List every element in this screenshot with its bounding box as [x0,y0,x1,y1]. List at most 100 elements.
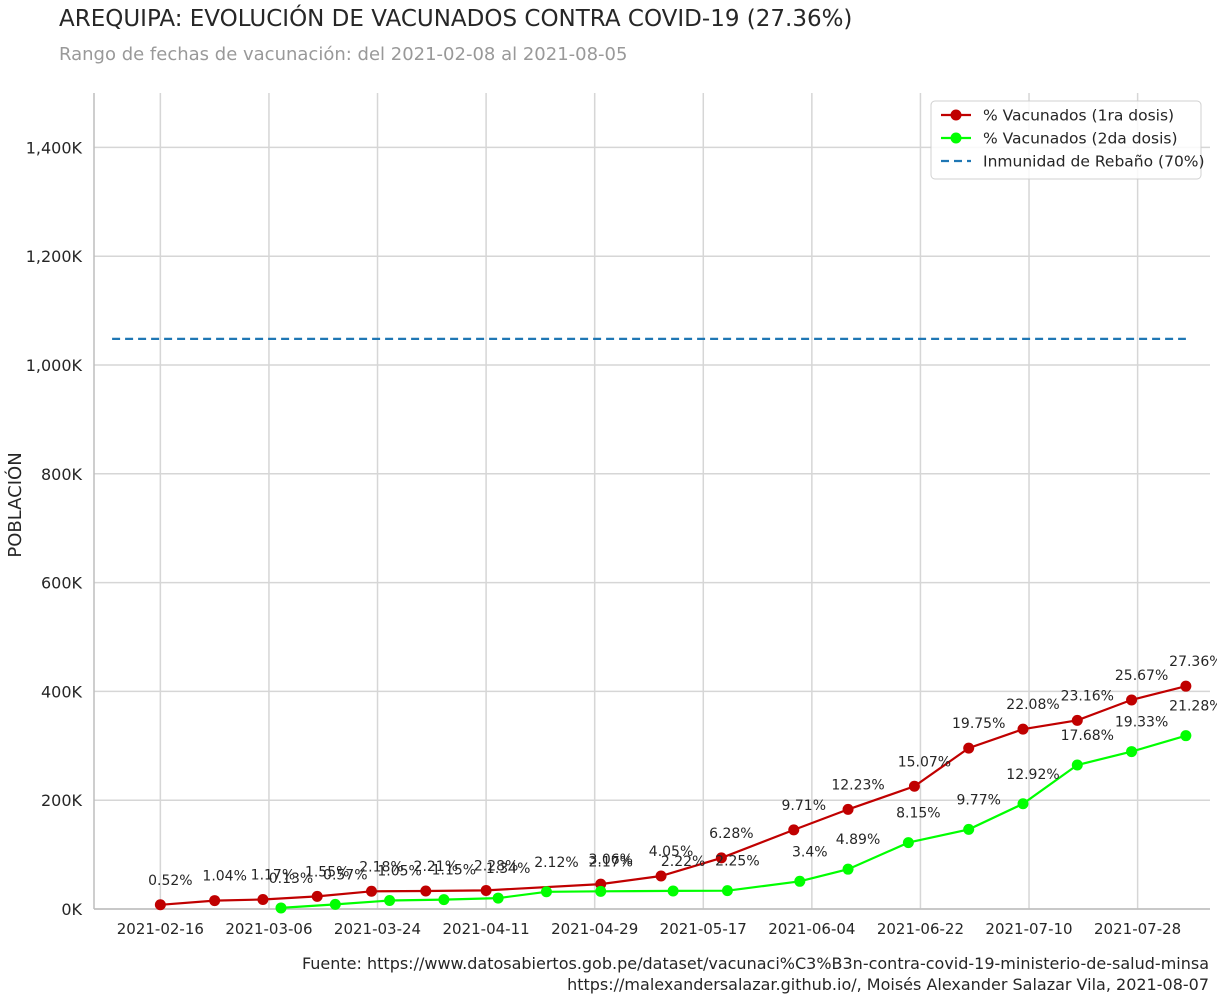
data-label: 4.89% [836,832,880,848]
data-point [329,898,341,910]
data-point [384,894,396,906]
legend-entry: % Vacunados (1ra dosis) [983,107,1174,125]
data-label: 2.25% [715,854,759,870]
x-tick-label: 2021-05-17 [660,920,747,938]
data-label: 2.21% [414,859,458,875]
data-point [311,890,323,902]
data-label: 1.55% [305,864,349,880]
grid-lines [94,93,1210,910]
x-tick-label: 2021-03-06 [225,920,312,938]
data-point [842,803,854,815]
x-tick-label: 2021-07-10 [985,920,1072,938]
data-label: 3.4% [792,844,828,860]
data-point [595,885,607,897]
y-tick-label: 800K [41,465,83,484]
data-point [154,899,166,911]
data-point [492,892,504,904]
series-line [160,685,1187,906]
data-point [420,885,432,897]
data-point [209,895,221,907]
legend-entry: % Vacunados (2da dosis) [983,130,1178,148]
series-layer [112,337,1192,914]
data-label: 2.17% [588,854,632,870]
data-label: 4.05% [649,844,693,860]
data-label: 17.68% [1061,728,1114,744]
source-credit: Fuente: https://www.datosabiertos.gob.pe… [301,954,1209,973]
data-point [257,893,269,905]
data-point [902,837,914,849]
data-label: 8.15% [896,806,940,822]
data-label: 12.23% [831,777,884,793]
data-point [1071,759,1083,771]
x-tick-label: 2021-07-28 [1094,920,1181,938]
data-point [667,885,679,897]
y-axis-label: POBLACIÓN [4,452,26,557]
data-label: 2.22% [661,854,705,870]
y-tick-label: 400K [41,682,83,701]
y-tick-label: 600K [41,574,83,593]
author-credit: https://malexandersalazar.github.io/, Mo… [567,975,1209,994]
legend: % Vacunados (1ra dosis) % Vacunados (2da … [930,100,1205,180]
data-point [1017,798,1029,810]
data-point [1126,694,1138,706]
x-tick-label: 2021-03-24 [334,920,421,938]
axes: 0K 200K 400K 600K 800K 1,000K 1,200K 1,400K 2021… [4,93,1210,938]
data-point [365,885,377,897]
chart-subtitle: Rango de fechas de vacunación: del 2021-… [59,44,628,65]
data-label: 2.12% [534,855,578,871]
data-point [540,886,552,898]
data-label: 27.36% [1169,654,1217,670]
data-label: 1.15% [432,863,476,879]
data-label: 22.08% [1006,697,1059,713]
y-tick-label: 0K [61,900,82,919]
data-point [788,824,800,836]
data-point [1017,723,1029,735]
chart-title: AREQUIPA: EVOLUCIÓN DE VACUNADOS CONTRA … [59,6,853,32]
data-label: 23.16% [1061,688,1114,704]
x-tick-label: 2021-06-22 [877,920,964,938]
data-point [794,875,806,887]
data-point [715,852,727,864]
data-label: 2.28% [474,858,518,874]
data-label: 1.05% [377,863,421,879]
data-label: 0.52% [148,873,192,889]
data-point [480,884,492,896]
data-label: 1.04% [202,869,246,885]
data-label: 2.18% [359,859,403,875]
data-point [275,902,287,914]
data-label: 6.28% [709,826,753,842]
data-label: 9.71% [782,798,826,814]
x-tick-label: 2021-02-16 [117,920,204,938]
data-label: 12.92% [1006,767,1059,783]
data-label: 19.75% [952,716,1005,732]
data-label: 0.57% [323,867,367,883]
y-tick-label: 1,400K [26,138,83,157]
data-point [1126,746,1138,758]
y-tick-label: 1,000K [26,356,83,375]
data-point [963,742,975,754]
data-label: 25.67% [1115,668,1168,684]
data-point [908,780,920,792]
legend-box [930,100,1202,180]
x-tick-label: 2021-04-29 [551,920,638,938]
data-point [842,863,854,875]
data-label: 0.13% [269,871,313,887]
data-label: 21.28% [1169,699,1217,715]
data-label: 19.33% [1115,715,1168,731]
legend-entry: Inmunidad de Rebaño (70%) [983,153,1205,171]
data-point [1071,714,1083,726]
data-label: 15.07% [898,754,951,770]
y-tick-label: 200K [41,791,83,810]
legend-swatch-marker [950,132,962,144]
legend-swatch-marker [950,109,962,121]
data-label: 9.77% [956,792,1000,808]
data-point [1180,680,1192,692]
data-point [1180,730,1192,742]
data-label: 1.34% [486,861,530,877]
data-labels: 0.52% 1.04% 1.17% 1.55% 2.18% 2.21% 2.28% 3.06%… [148,654,1217,889]
x-tick-label: 2021-06-04 [768,920,855,938]
data-label: 1.17% [251,867,295,883]
data-point [721,885,733,897]
x-tick-label: 2021-04-11 [443,920,530,938]
y-tick-label: 1,200K [26,247,83,266]
